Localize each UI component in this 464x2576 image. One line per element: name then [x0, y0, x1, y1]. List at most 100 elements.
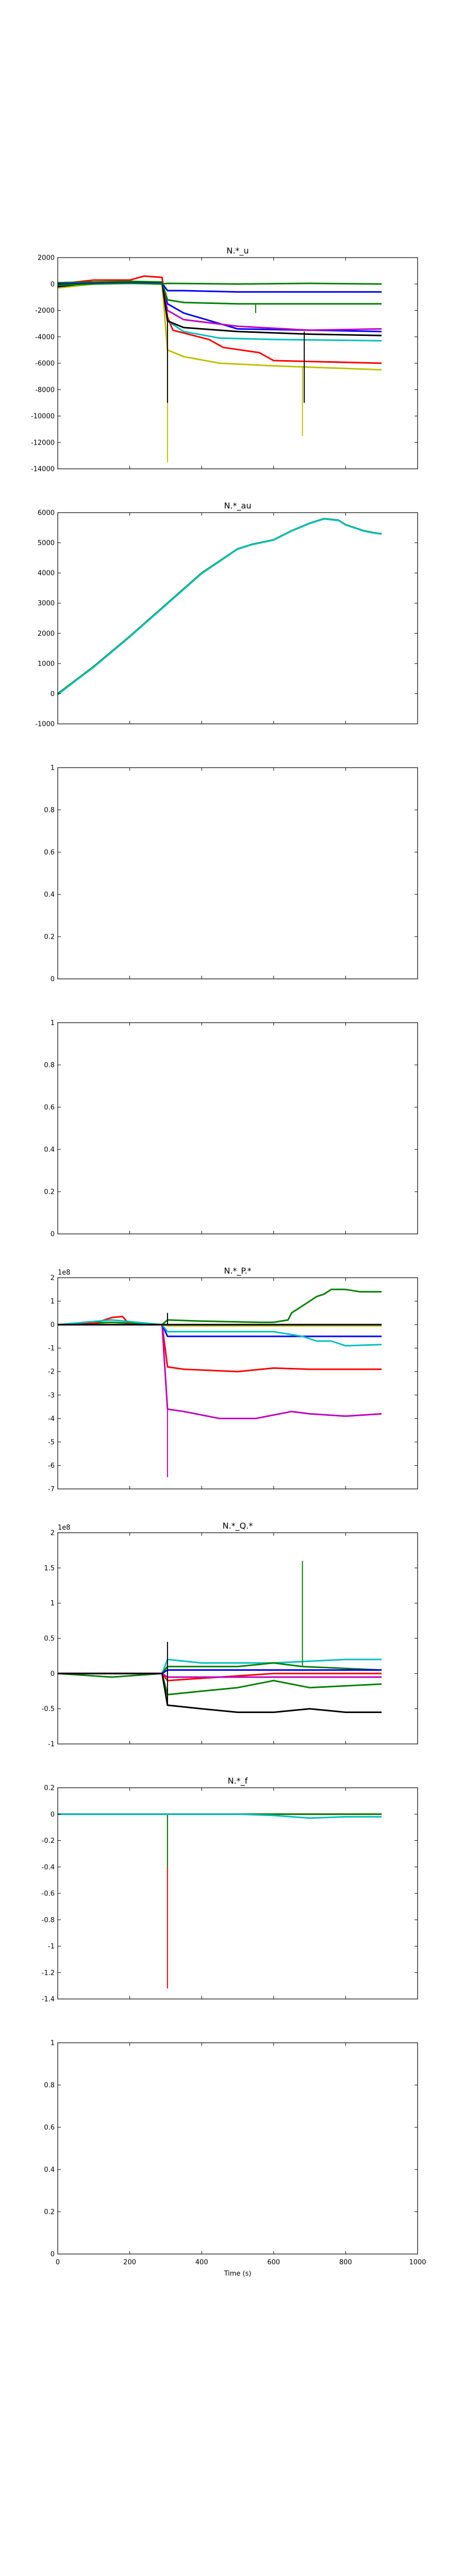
ytick-label: 0: [51, 1811, 55, 1819]
ytick-label: -0.6: [42, 1890, 55, 1898]
chart-title: N.*_u: [226, 246, 248, 256]
ytick-label: 0.6: [44, 2124, 55, 2132]
plot-area: [58, 1278, 418, 1489]
series-line-2: [57, 1315, 382, 1372]
plot-area: [58, 768, 418, 979]
ytick-label: 3000: [38, 600, 55, 607]
ytick-label: 4000: [38, 570, 55, 578]
series-line-7: [58, 1672, 382, 1713]
chart-title: N.*_P.*: [224, 1266, 251, 1276]
ytick-label: 0: [51, 1321, 55, 1329]
chart-title: N.*_au: [224, 501, 252, 511]
ytick-label: -1: [48, 1345, 55, 1352]
ytick-label: 1: [51, 2040, 55, 2047]
ytick-label: 2000: [38, 630, 55, 638]
series-line-7: [57, 280, 382, 305]
subplot-7: 0.2 0 -0.2 -0.4 -0.6 -0.8 -1 -1.2 -1.4 N.*_f: [42, 1776, 418, 2004]
plot-area: [58, 2043, 418, 2254]
ytick-label: 0: [51, 1231, 55, 1239]
series-line-5: [57, 1319, 382, 1347]
ytick-label: 0: [51, 690, 55, 698]
ytick-label: -12000: [31, 439, 55, 447]
ytick-label: -3: [48, 1392, 55, 1399]
series-line-1: [57, 1289, 382, 1326]
ytick-label: -1.2: [42, 1969, 55, 1977]
ytick-label: 0.4: [44, 2166, 55, 2174]
chart-title: N.*_Q.*: [223, 1521, 253, 1531]
subplot-5: 2 1 0 -1 -2 -3 -4 -5 -6 -7 N.*_P.* 1e8: [48, 1266, 418, 1494]
subplot-3: 1 0.8 0.6 0.4 0.2 0: [44, 765, 418, 984]
ytick-label: 1: [51, 1298, 55, 1306]
ytick-label: 0: [51, 281, 55, 289]
ytick-label: 2000: [38, 255, 55, 262]
ytick-label: 0.2: [44, 934, 55, 941]
ytick-label: 0.5: [44, 1635, 55, 1643]
ytick-label: -1000: [35, 721, 55, 728]
ytick-label: -2: [48, 1368, 55, 1376]
ytick-label: -0.8: [42, 1917, 55, 1924]
ytick-label: 0.2: [44, 1189, 55, 1196]
ytick-label: -7: [48, 1486, 55, 1494]
ytick-label: 0.6: [44, 849, 55, 857]
ytick-label: -6000: [35, 360, 55, 368]
x-axis-label: Time (s): [224, 2270, 252, 2278]
xtick-label: 800: [339, 2259, 352, 2266]
subplot-2: 6000 5000 4000 3000 2000 1000 0 -1000 N.*_au: [35, 501, 418, 728]
subplot-1: 2000 0 -2000 -4000 -6000 -8000 -10000 -12000 -14…: [31, 246, 418, 473]
ytick-label: 6000: [38, 510, 55, 517]
series-line-2: [57, 1662, 382, 1678]
ytick-label: -2000: [35, 307, 55, 315]
ytick-label: 0: [51, 976, 55, 984]
ytick-label: -0.2: [42, 1837, 55, 1845]
ytick-label: -1: [48, 1741, 55, 1749]
ytick-label: 0.4: [44, 891, 55, 899]
xtick-label: 600: [267, 2259, 280, 2266]
ytick-label: 5000: [38, 539, 55, 547]
ytick-label: 0: [51, 1670, 55, 1678]
ytick-label: 0.8: [44, 2082, 55, 2090]
ytick-label: -0.5: [42, 1705, 55, 1713]
subplot-8: 1 0.8 0.6 0.4 0.2 00 200 400 600 800 1000 Time (s): [44, 2040, 426, 2278]
chart-title: N.*_f: [228, 1776, 248, 1786]
ytick-label: 0.4: [44, 1146, 55, 1154]
y-offset-label: 1e8: [58, 1524, 71, 1532]
subplot-4: 1 0.8 0.6 0.4 0.2 0: [44, 1020, 418, 1239]
ytick-label: -5: [48, 1438, 55, 1446]
subplot-6: 2 1.5 1 0.5 0 -0.5 -1 N.*_Q.* 1e8: [42, 1521, 418, 1749]
ytick-label: -4: [48, 1415, 55, 1423]
plot-area: [58, 1023, 418, 1234]
ytick-label: 0: [51, 2251, 55, 2259]
plot-area: [58, 1533, 418, 1744]
axes-frame: [57, 512, 418, 724]
ytick-label: 0.6: [44, 1104, 55, 1112]
ytick-label: -0.4: [42, 1863, 55, 1871]
ytick-label: 1: [51, 1020, 55, 1027]
series-line-9: [57, 282, 382, 286]
ytick-label: 2: [51, 1530, 55, 1537]
axes-frame: [57, 1022, 418, 1234]
ytick-label: -4000: [35, 333, 55, 341]
xtick-label: 200: [123, 2259, 136, 2266]
ytick-label: 1.5: [44, 1565, 55, 1572]
axes-frame: [57, 1277, 418, 1489]
y-offset-label: 1e8: [58, 1269, 71, 1277]
ytick-label: 1: [51, 765, 55, 772]
ytick-label: 0.2: [44, 1785, 55, 1792]
ytick-label: 1000: [38, 660, 55, 668]
ytick-label: 1: [51, 1600, 55, 1607]
ytick-label: 0.8: [44, 1062, 55, 1070]
ytick-label: -10000: [31, 413, 55, 420]
plot-area: [58, 1788, 418, 1999]
xtick-label: 400: [195, 2259, 208, 2266]
ytick-label: 0.8: [44, 807, 55, 815]
plot-area: [58, 513, 418, 724]
ytick-label: -14000: [31, 466, 55, 473]
axes-frame: [57, 2042, 418, 2255]
xtick-label: 1000: [409, 2259, 426, 2266]
ytick-label: -8000: [35, 386, 55, 394]
ytick-label: -6: [48, 1462, 55, 1470]
ytick-label: 0.2: [44, 2209, 55, 2216]
ytick-label: 2: [51, 1275, 55, 1282]
xtick-label: 0: [56, 2259, 60, 2266]
